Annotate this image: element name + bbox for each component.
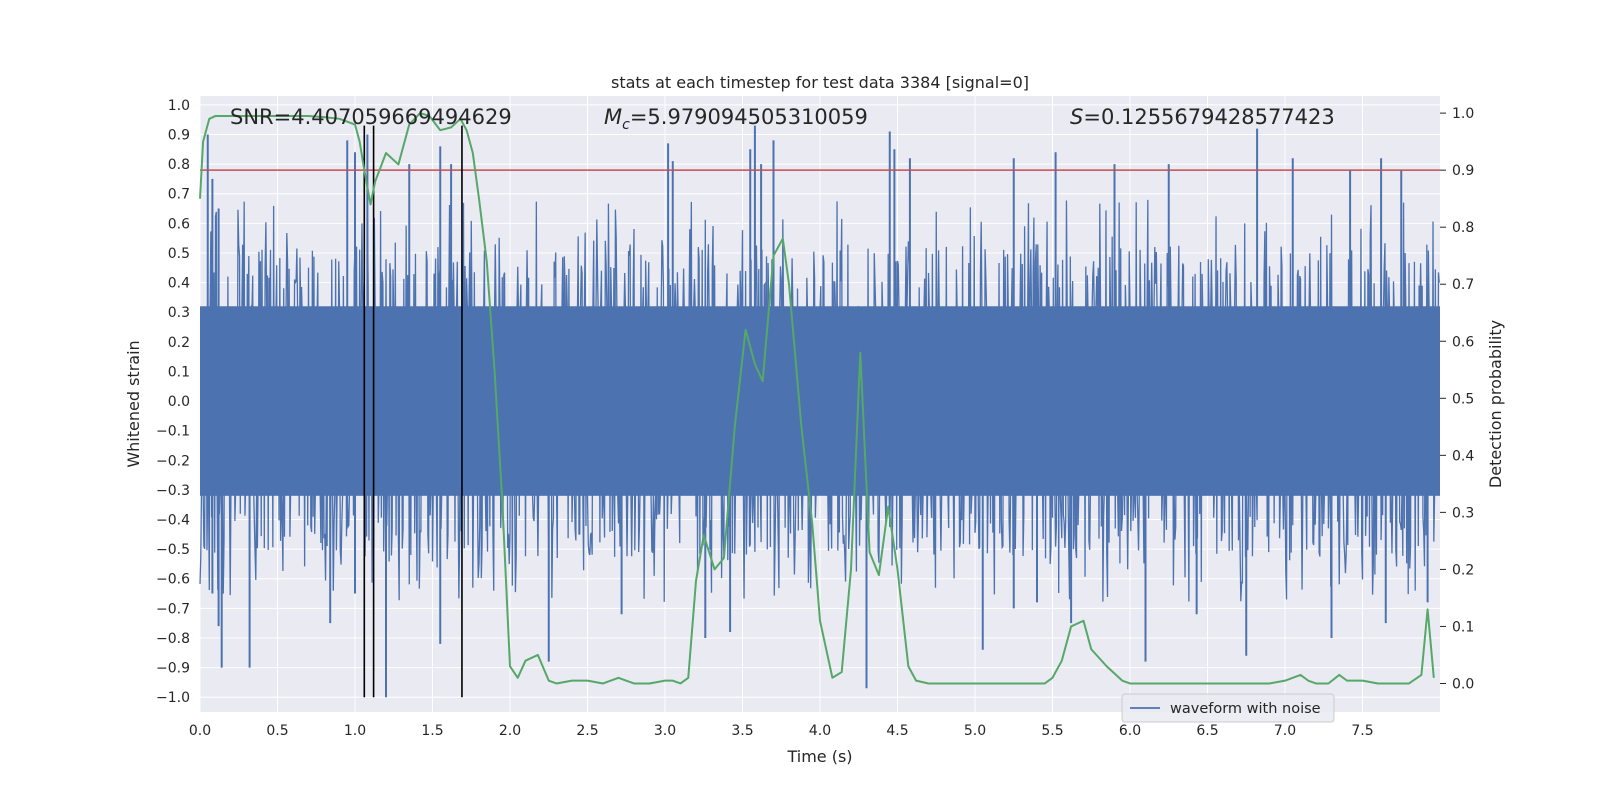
- y-left-axis-ticks: 1.0 0.9 0.8 0.7 0.6 0.5 0.4 0.3 0.2 0.1 0.0 −0.1 −0.…: [156, 98, 190, 706]
- y-right-tick-label: 0.9: [1452, 163, 1474, 179]
- y-right-tick-label: 0.4: [1452, 448, 1474, 464]
- y-left-tick-label: −0.1: [156, 424, 190, 440]
- x-tick-label: 7.0: [1274, 723, 1296, 739]
- x-tick-label: 5.0: [964, 723, 986, 739]
- y-left-tick-label: 0.9: [168, 128, 190, 144]
- legend: waveform with noise: [1121, 693, 1335, 723]
- y-right-axis-label: Detection probability: [1486, 320, 1505, 488]
- y-right-tick-label: 0.5: [1452, 391, 1474, 407]
- waveform-series: [199, 125, 1440, 698]
- y-left-tick-label: 1.0: [168, 98, 190, 114]
- legend-waveform-label: waveform with noise: [1170, 701, 1321, 717]
- y-right-tick-label: 1.0: [1452, 106, 1474, 122]
- chart-title: stats at each timestep for test data 338…: [611, 73, 1029, 92]
- y-left-tick-label: 0.3: [168, 305, 190, 321]
- x-tick-label: 6.5: [1196, 723, 1218, 739]
- y-left-tick-label: 0.5: [168, 246, 190, 262]
- x-axis-ticks: 0.0 0.5 1.0 1.5 2.0 2.5 3.0 3.5 4.0 4.5 5.0 5.5 6.0 6…: [189, 723, 1374, 739]
- y-left-tick-label: 0.8: [168, 157, 190, 173]
- mc-subscript: c: [622, 117, 630, 133]
- legend-box: [1121, 693, 1335, 723]
- y-right-tick-label: 0.8: [1452, 220, 1474, 236]
- y-left-tick-label: −1.0: [156, 690, 190, 706]
- mc-symbol: M: [604, 105, 622, 129]
- x-tick-label: 0.5: [266, 723, 288, 739]
- y-left-tick-label: 0.4: [168, 276, 190, 292]
- y-right-tick-label: 0.2: [1452, 562, 1474, 578]
- detection-probability-line: [199, 112, 1435, 685]
- s-value: =0.1255679428577423: [1083, 105, 1334, 129]
- y-right-axis-ticks: 1.0 0.9 0.8 0.7 0.6 0.5 0.4 0.3 0.2 0.1 0.0: [1440, 106, 1474, 692]
- x-tick-label: 4.0: [809, 723, 831, 739]
- y-left-tick-label: 0.6: [168, 216, 190, 232]
- y-right-tick-label: 0.6: [1452, 334, 1474, 350]
- x-axis-label: Time (s): [786, 747, 852, 766]
- y-left-tick-label: −0.9: [156, 661, 190, 677]
- detection-probability-series: [199, 112, 1435, 685]
- y-right-tick-label: 0.7: [1452, 277, 1474, 293]
- y-left-tick-label: −0.4: [156, 513, 190, 529]
- waveform-dense-band: [200, 306, 1440, 496]
- x-tick-label: 2.5: [576, 723, 598, 739]
- chirp-mass-annotation: Mc=5.979094505310059: [604, 105, 868, 133]
- x-tick-label: 5.5: [1041, 723, 1063, 739]
- x-tick-label: 1.5: [421, 723, 443, 739]
- x-tick-label: 3.5: [731, 723, 753, 739]
- y-left-tick-label: 0.1: [168, 364, 190, 380]
- y-right-tick-label: 0.1: [1452, 619, 1474, 635]
- y-left-tick-label: −0.7: [156, 601, 190, 617]
- y-left-tick-label: 0.0: [168, 394, 190, 410]
- y-left-tick-label: −0.3: [156, 483, 190, 499]
- overlay-lines: [200, 125, 1440, 698]
- y-left-tick-label: 0.7: [168, 187, 190, 203]
- y-left-tick-label: −0.6: [156, 572, 190, 588]
- y-right-tick-label: 0.3: [1452, 505, 1474, 521]
- s-symbol: S: [1070, 105, 1083, 129]
- y-left-tick-label: −0.5: [156, 542, 190, 558]
- x-tick-label: 7.5: [1351, 723, 1373, 739]
- x-tick-label: 6.0: [1119, 723, 1141, 739]
- x-tick-label: 0.0: [189, 723, 211, 739]
- s-annotation: S=0.1255679428577423: [1070, 105, 1335, 129]
- y-left-tick-label: −0.2: [156, 453, 190, 469]
- x-tick-label: 2.0: [499, 723, 521, 739]
- x-tick-label: 1.0: [344, 723, 366, 739]
- x-tick-label: 3.0: [654, 723, 676, 739]
- y-left-tick-label: 0.2: [168, 335, 190, 351]
- y-left-tick-label: −0.8: [156, 631, 190, 647]
- snr-annotation: SNR=4.407059669494629: [230, 105, 512, 129]
- y-left-axis-label: Whitened strain: [124, 340, 143, 467]
- mc-value: =5.979094505310059: [630, 105, 868, 129]
- y-right-tick-label: 0.0: [1452, 676, 1474, 692]
- x-tick-label: 4.5: [886, 723, 908, 739]
